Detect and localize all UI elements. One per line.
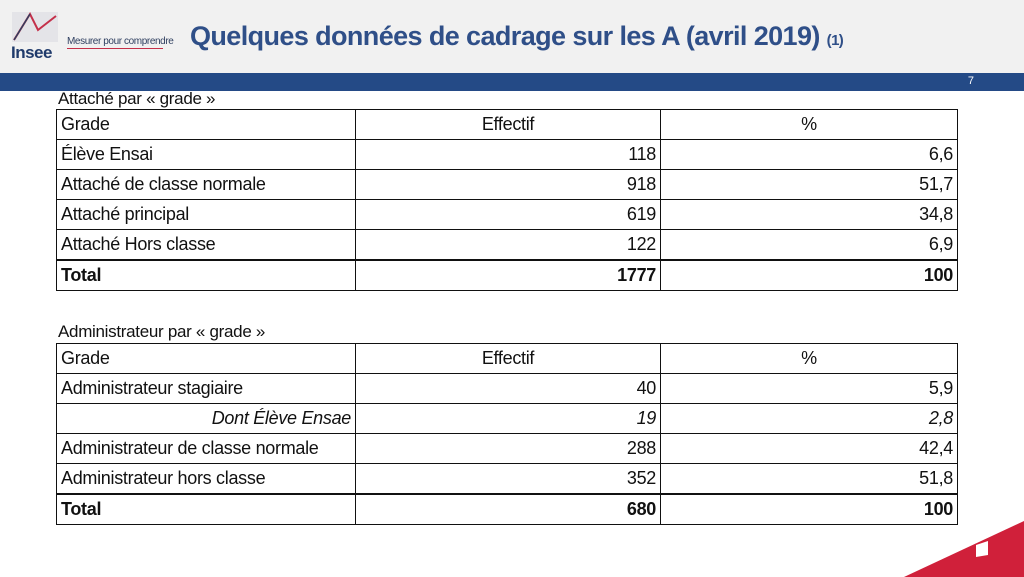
cell-grade: Administrateur stagiaire (56, 373, 356, 404)
table-total-row: Total 680 100 (56, 493, 958, 525)
header-band: 7 (0, 73, 1024, 91)
tagline: Mesurer pour comprendre (67, 36, 174, 47)
header-cell-percent: % (660, 109, 958, 140)
total-percent: 100 (660, 259, 958, 291)
tagline-underline (67, 48, 163, 49)
table-row: Attaché Hors classe 122 6,9 (56, 229, 958, 261)
cell-grade: Élève Ensai (56, 139, 356, 170)
cell-effectif: 352 (355, 463, 661, 495)
table-header-row: Grade Effectif % (56, 343, 958, 374)
cell-percent: 51,8 (660, 463, 958, 495)
table-row: Attaché de classe normale 918 51,7 (56, 169, 958, 200)
table-row: Administrateur stagiaire 40 5,9 (56, 373, 958, 404)
table-row: Administrateur de classe normale 288 42,… (56, 433, 958, 464)
total-percent: 100 (660, 493, 958, 525)
cell-percent: 51,7 (660, 169, 958, 200)
header-cell-grade: Grade (56, 343, 356, 374)
cell-effectif: 19 (355, 403, 661, 434)
slide-title: Quelques données de cadrage sur les A (a… (190, 21, 844, 52)
cell-grade: Dont Élève Ensae (56, 403, 356, 434)
table2-caption: Administrateur par « grade » (58, 322, 266, 341)
total-label: Total (56, 259, 356, 291)
insee-logo-icon (12, 11, 58, 42)
table-row: Attaché principal 619 34,8 (56, 199, 958, 230)
table-total-row: Total 1777 100 (56, 259, 958, 291)
total-effectif: 680 (355, 493, 661, 525)
slide-title-text: Quelques données de cadrage sur les A (a… (190, 21, 820, 51)
cell-percent: 5,9 (660, 373, 958, 404)
cell-percent: 34,8 (660, 199, 958, 230)
corner-decoration-icon (904, 521, 1024, 577)
cell-percent: 6,6 (660, 139, 958, 170)
table1-caption: Attaché par « grade » (58, 89, 216, 108)
cell-percent: 42,4 (660, 433, 958, 464)
cell-effectif: 40 (355, 373, 661, 404)
cell-grade: Attaché principal (56, 199, 356, 230)
cell-effectif: 288 (355, 433, 661, 464)
cell-percent: 6,9 (660, 229, 958, 261)
table-header-row: Grade Effectif % (56, 109, 958, 140)
cell-effectif: 118 (355, 139, 661, 170)
cell-grade: Attaché Hors classe (56, 229, 356, 261)
cell-effectif: 122 (355, 229, 661, 261)
table-row: Administrateur hors classe 352 51,8 (56, 463, 958, 495)
administrateur-table: Grade Effectif % Administrateur stagiair… (56, 343, 958, 525)
slide-title-footnote: (1) (826, 32, 844, 49)
cell-effectif: 918 (355, 169, 661, 200)
header-cell-effectif: Effectif (355, 343, 661, 374)
slide-header: Insee Mesurer pour comprendre Quelques d… (0, 0, 1024, 73)
attache-table: Grade Effectif % Élève Ensai 118 6,6 Att… (56, 109, 958, 291)
table-row: Dont Élève Ensae 19 2,8 (56, 403, 958, 434)
logo-text: Insee (11, 43, 52, 62)
cell-grade: Administrateur hors classe (56, 463, 356, 495)
cell-grade: Administrateur de classe normale (56, 433, 356, 464)
header-cell-grade: Grade (56, 109, 356, 140)
cell-percent: 2,8 (660, 403, 958, 434)
table-row: Élève Ensai 118 6,6 (56, 139, 958, 170)
header-cell-percent: % (660, 343, 958, 374)
cell-grade: Attaché de classe normale (56, 169, 356, 200)
header-cell-effectif: Effectif (355, 109, 661, 140)
total-label: Total (56, 493, 356, 525)
page-number: 7 (967, 75, 974, 87)
cell-effectif: 619 (355, 199, 661, 230)
total-effectif: 1777 (355, 259, 661, 291)
